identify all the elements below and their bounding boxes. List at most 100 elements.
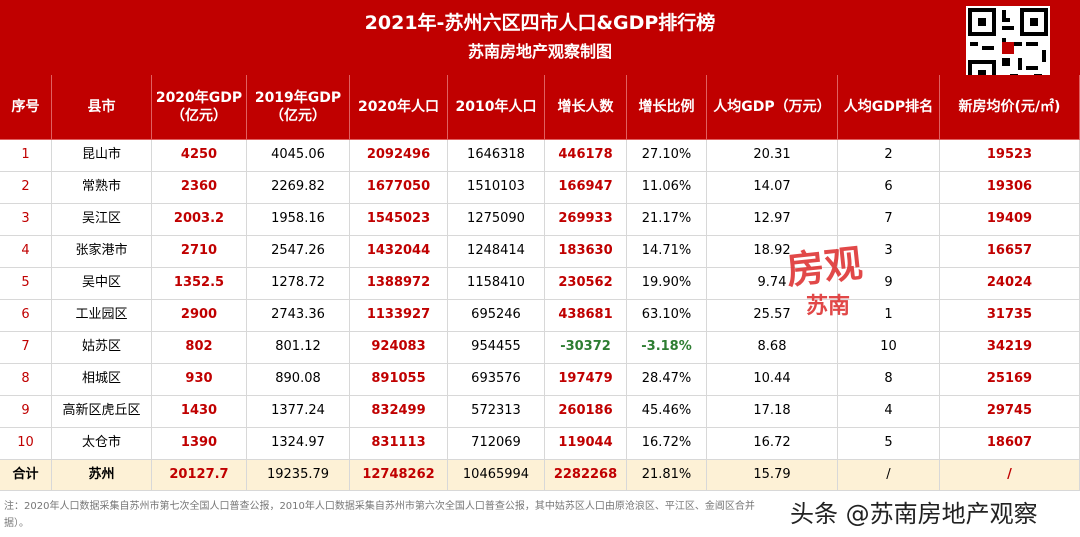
title-bar	[0, 0, 1080, 75]
table-cell: 吴中区	[52, 268, 152, 300]
table-cell: 5	[0, 268, 52, 300]
table-cell: 2743.36	[247, 300, 350, 332]
watermark-stamp: 房观	[784, 240, 865, 293]
table-cell: 相城区	[52, 364, 152, 396]
table-cell: 14.71%	[627, 236, 707, 268]
table-cell: 1377.24	[247, 396, 350, 428]
table-cell: 2	[0, 172, 52, 204]
table-cell: 831113	[350, 428, 448, 460]
table-cell: 21.81%	[627, 460, 707, 491]
table-cell: 1390	[152, 428, 247, 460]
table-cell: -30372	[545, 332, 627, 364]
table-cell: 9	[838, 268, 940, 300]
table-cell: 太仓市	[52, 428, 152, 460]
table-cell: 2282268	[545, 460, 627, 491]
table-cell: 常熟市	[52, 172, 152, 204]
table-cell: 27.10%	[627, 140, 707, 172]
table-cell: 20.31	[707, 140, 838, 172]
table-cell: 801.12	[247, 332, 350, 364]
table-cell: 10	[0, 428, 52, 460]
table-cell: 人均GDP（万元）	[707, 75, 838, 140]
table-cell: 4045.06	[247, 140, 350, 172]
table-cell: 合计	[0, 460, 52, 491]
table-cell: 7	[0, 332, 52, 364]
table-cell: 197479	[545, 364, 627, 396]
table-cell: 县市	[52, 75, 152, 140]
table-cell: 11.06%	[627, 172, 707, 204]
table-cell: 2020年GDP （亿元）	[152, 75, 247, 140]
table-cell: 10	[838, 332, 940, 364]
table-cell: 1677050	[350, 172, 448, 204]
table-cell: 230562	[545, 268, 627, 300]
table-cell: 1278.72	[247, 268, 350, 300]
table-cell: 21.17%	[627, 204, 707, 236]
watermark-stamp: 苏南	[806, 293, 851, 319]
table-cell: 63.10%	[627, 300, 707, 332]
table-cell: 18.92	[707, 236, 838, 268]
note: 据）。	[4, 518, 29, 529]
table-cell: 166947	[545, 172, 627, 204]
table-cell: 2900	[152, 300, 247, 332]
table-cell: 25.57	[707, 300, 838, 332]
table-cell: 2269.82	[247, 172, 350, 204]
table-cell: 1510103	[448, 172, 545, 204]
table-cell: 1324.97	[247, 428, 350, 460]
table-cell: 17.18	[707, 396, 838, 428]
table-cell: 5	[838, 428, 940, 460]
table-cell: 10465994	[448, 460, 545, 491]
table-cell: 31735	[940, 300, 1080, 332]
table-cell: 19.90%	[627, 268, 707, 300]
table-cell: 1545023	[350, 204, 448, 236]
table-cell: 张家港市	[52, 236, 152, 268]
table-cell: 2019年GDP （亿元）	[247, 75, 350, 140]
table-cell: 269933	[545, 204, 627, 236]
table-cell: 260186	[545, 396, 627, 428]
table-cell: 18607	[940, 428, 1080, 460]
table-cell: 12748262	[350, 460, 448, 491]
table-cell: 吴江区	[52, 204, 152, 236]
table-cell: 446178	[545, 140, 627, 172]
table-cell: 802	[152, 332, 247, 364]
table-cell: 954455	[448, 332, 545, 364]
table-cell: 16657	[940, 236, 1080, 268]
table-cell: 1432044	[350, 236, 448, 268]
table-cell: 4	[838, 396, 940, 428]
table-cell: 16.72	[707, 428, 838, 460]
subtitle: 苏南房地产观察制图	[467, 42, 612, 61]
table-cell: 工业园区	[52, 300, 152, 332]
table-cell: 24024	[940, 268, 1080, 300]
table-cell: 1248414	[448, 236, 545, 268]
table-cell: 19306	[940, 172, 1080, 204]
table-cell: 19235.79	[247, 460, 350, 491]
table-cell: 891055	[350, 364, 448, 396]
table-cell: 930	[152, 364, 247, 396]
table-cell: 增长人数	[545, 75, 627, 140]
table-cell: 人均GDP排名	[838, 75, 940, 140]
table-cell: 4250	[152, 140, 247, 172]
table-cell: 183630	[545, 236, 627, 268]
table-cell: -3.18%	[627, 332, 707, 364]
title: 2021年-苏州六区四市人口&GDP排行榜	[364, 12, 716, 34]
table-cell: 712069	[448, 428, 545, 460]
table-cell: 2	[838, 140, 940, 172]
table-cell: 924083	[350, 332, 448, 364]
table-cell: 1	[838, 300, 940, 332]
table-cell: 序号	[0, 75, 52, 140]
table-cell: 增长比例	[627, 75, 707, 140]
table-cell: 新房均价(元/㎡)	[940, 75, 1080, 140]
qr-code	[966, 6, 1050, 90]
table-cell: 高新区虎丘区	[52, 396, 152, 428]
table-cell: 1158410	[448, 268, 545, 300]
table-cell: 832499	[350, 396, 448, 428]
table-cell: 3	[0, 204, 52, 236]
table-cell: 28.47%	[627, 364, 707, 396]
table-cell: 572313	[448, 396, 545, 428]
table-cell: 2092496	[350, 140, 448, 172]
watermark-source: 头条 @苏南房地产观察	[790, 500, 1038, 528]
table-cell: 10.44	[707, 364, 838, 396]
table-cell: 16.72%	[627, 428, 707, 460]
table-cell: 1133927	[350, 300, 448, 332]
table-cell: 6	[838, 172, 940, 204]
table-cell: 6	[0, 300, 52, 332]
table-cell: 2020年人口	[350, 75, 448, 140]
